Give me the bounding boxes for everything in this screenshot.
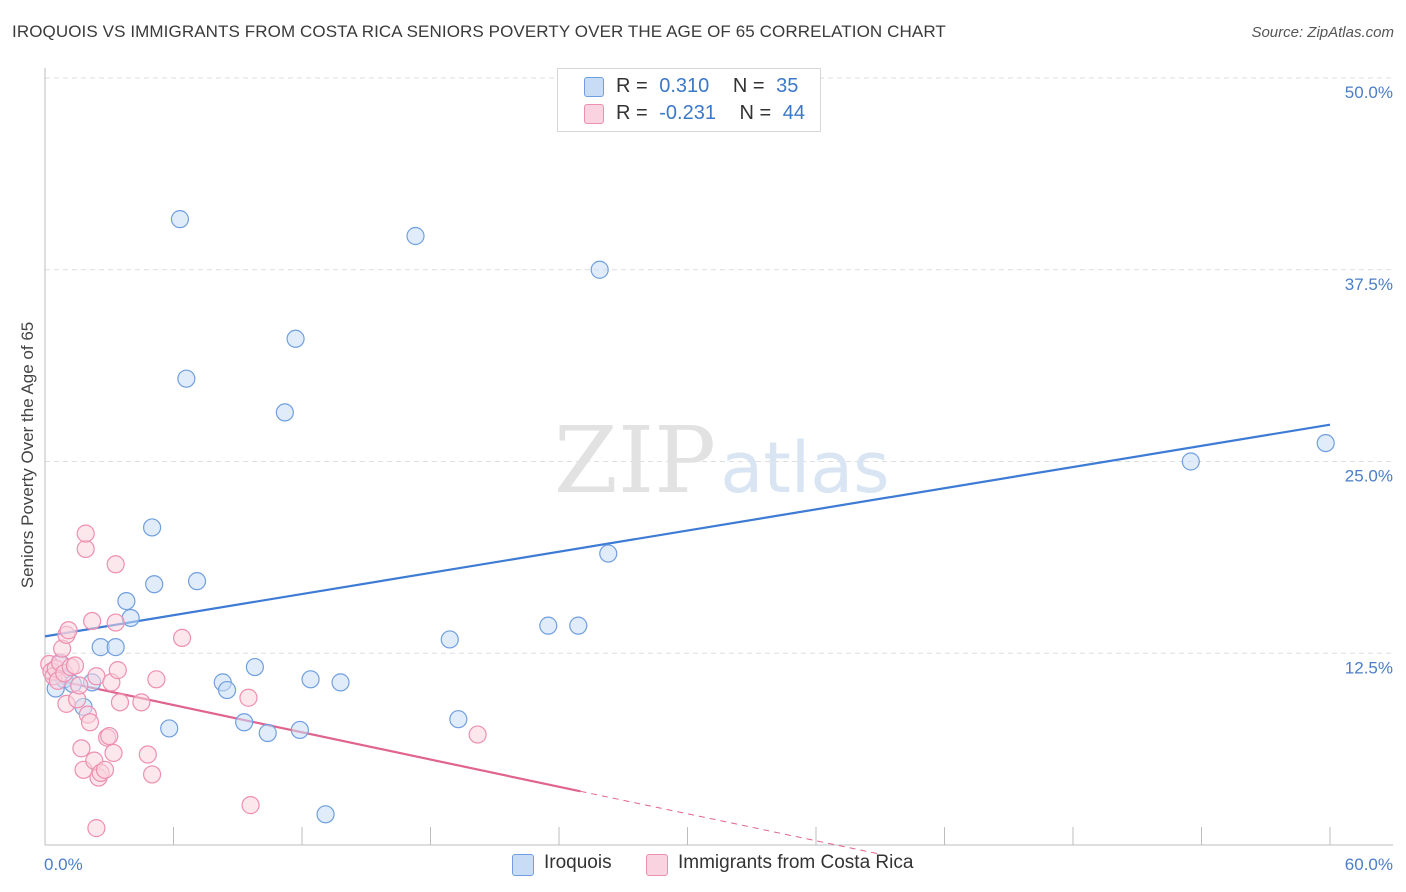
legend-swatch-iroquois <box>584 77 604 97</box>
point-0-32 <box>590 260 609 279</box>
point-0-25 <box>316 805 335 824</box>
point-0-9 <box>121 608 140 628</box>
point-0-29 <box>449 710 468 729</box>
point-1-37 <box>138 745 157 764</box>
point-0-30 <box>539 616 558 635</box>
point-1-43 <box>468 725 487 744</box>
point-1-31 <box>104 743 123 763</box>
point-0-27 <box>406 226 425 246</box>
y-tick-label-1: 25.0% <box>1345 467 1393 486</box>
point-1-15 <box>72 739 91 758</box>
trend-line-0 <box>44 423 1331 638</box>
legend-n-label: N = <box>732 75 765 97</box>
point-0-21 <box>275 403 294 422</box>
point-0-17 <box>217 680 237 700</box>
point-1-23 <box>87 819 106 838</box>
point-1-32 <box>106 613 125 632</box>
y-tick-label-2: 37.5% <box>1345 275 1393 294</box>
watermark-atlas: atlas <box>720 427 889 509</box>
point-0-7 <box>106 638 125 657</box>
data-points <box>40 210 1335 838</box>
x-tick-label-1: 60.0% <box>1345 855 1393 874</box>
point-1-20 <box>80 713 100 732</box>
point-0-19 <box>245 657 264 677</box>
point-0-24 <box>301 670 320 689</box>
point-0-28 <box>440 630 459 649</box>
point-1-35 <box>110 693 130 712</box>
point-0-34 <box>1181 452 1200 471</box>
legend-r-value: 0.310 <box>659 75 710 97</box>
point-1-21 <box>83 611 102 631</box>
grid-lines <box>45 77 1393 654</box>
point-1-38 <box>142 765 162 784</box>
legend-r-label: R = <box>616 102 648 124</box>
point-0-10 <box>142 518 162 537</box>
point-0-20 <box>258 723 277 743</box>
legend-label-costa-rica: Immigrants from Costa Rica <box>678 852 914 873</box>
legend-r-label: R = <box>616 75 648 97</box>
point-0-26 <box>331 673 350 692</box>
point-1-12 <box>65 656 85 675</box>
correlation-legend: R = 0.310 N = 35 R = -0.231 N = 44 <box>557 68 821 132</box>
legend-n-label: N = <box>739 102 772 124</box>
watermark-zip: ZIP <box>554 407 716 514</box>
point-0-15 <box>187 572 207 591</box>
legend-r-value: -0.231 <box>659 102 716 124</box>
point-1-39 <box>147 670 166 689</box>
legend-n-value: 44 <box>782 102 806 124</box>
point-0-8 <box>117 591 136 611</box>
trend-line-1 <box>44 676 581 793</box>
watermark: ZIP atlas <box>554 407 890 514</box>
point-1-17 <box>76 539 95 559</box>
point-0-33 <box>599 544 618 563</box>
point-0-23 <box>290 720 309 740</box>
point-0-31 <box>569 616 588 635</box>
point-1-27 <box>95 760 115 779</box>
point-0-35 <box>1316 433 1335 453</box>
point-0-14 <box>177 369 196 388</box>
point-1-10 <box>59 621 78 640</box>
point-1-14 <box>70 676 89 695</box>
point-1-34 <box>108 661 127 680</box>
x-tick-label-0: 0.0% <box>44 855 83 874</box>
tick-labels: 12.5% 25.0% 37.5% 50.0% 0.0% 60.0% <box>44 83 1393 874</box>
legend-swatch-costa-rica <box>646 854 668 876</box>
legend-swatch-costa-rica <box>584 104 604 124</box>
legend-n-value: 35 <box>776 75 799 97</box>
series-legend: Iroquois Immigrants from Costa Rica <box>0 852 1406 878</box>
chart-title: IROQUOIS VS IMMIGRANTS FROM COSTA RICA S… <box>12 22 946 41</box>
trend-line-extension-1 <box>580 790 881 855</box>
y-axis-label: Seniors Poverty Over the Age of 65 <box>18 322 37 588</box>
point-1-40 <box>172 628 192 648</box>
point-1-33 <box>106 555 125 574</box>
point-0-11 <box>145 575 164 594</box>
point-1-36 <box>132 693 151 712</box>
point-1-42 <box>241 796 260 815</box>
point-0-13 <box>170 210 190 229</box>
legend-label-iroquois: Iroquois <box>544 852 612 873</box>
y-tick-label-0: 12.5% <box>1345 658 1393 677</box>
point-0-18 <box>235 713 254 732</box>
source-credit: Source: ZipAtlas.com <box>1251 24 1394 41</box>
point-1-18 <box>76 524 95 543</box>
y-tick-label-3: 50.0% <box>1345 83 1393 102</box>
point-1-41 <box>239 688 258 707</box>
point-0-12 <box>160 719 179 738</box>
legend-swatch-iroquois <box>512 854 534 876</box>
point-1-29 <box>100 726 119 746</box>
point-0-22 <box>286 329 305 348</box>
axes <box>44 68 1393 846</box>
